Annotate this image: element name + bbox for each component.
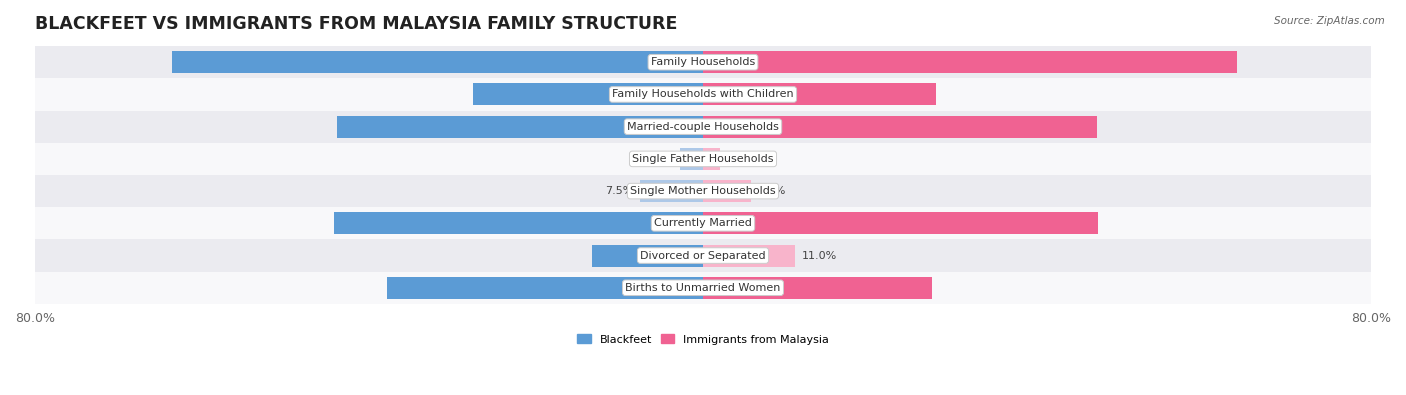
Text: Divorced or Separated: Divorced or Separated	[640, 250, 766, 261]
Bar	[35, 78, 1371, 111]
Text: 11.0%: 11.0%	[801, 250, 837, 261]
Bar	[35, 175, 1371, 207]
Bar	[337, 116, 703, 137]
Text: 43.8%: 43.8%	[690, 122, 725, 132]
Text: 47.3%: 47.3%	[681, 218, 716, 228]
Bar	[35, 272, 1371, 304]
Text: 37.9%: 37.9%	[690, 283, 725, 293]
Bar	[35, 239, 1371, 272]
Legend: Blackfeet, Immigrants from Malaysia: Blackfeet, Immigrants from Malaysia	[572, 330, 834, 349]
Text: Married-couple Households: Married-couple Households	[627, 122, 779, 132]
Text: Currently Married: Currently Married	[654, 218, 752, 228]
Text: 64.0%: 64.0%	[681, 57, 716, 67]
Bar	[703, 277, 932, 299]
Bar	[703, 148, 720, 170]
Bar	[35, 111, 1371, 143]
Bar	[35, 207, 1371, 239]
Text: Births to Unmarried Women: Births to Unmarried Women	[626, 283, 780, 293]
Text: Single Father Households: Single Father Households	[633, 154, 773, 164]
Bar	[172, 51, 703, 73]
Bar	[681, 148, 703, 170]
Text: 7.5%: 7.5%	[606, 186, 634, 196]
Text: 5.7%: 5.7%	[758, 186, 786, 196]
Text: 27.9%: 27.9%	[681, 89, 716, 100]
Bar	[640, 180, 703, 202]
Text: 47.2%: 47.2%	[681, 122, 716, 132]
Text: BLACKFEET VS IMMIGRANTS FROM MALAYSIA FAMILY STRUCTURE: BLACKFEET VS IMMIGRANTS FROM MALAYSIA FA…	[35, 15, 678, 33]
Text: 63.6%: 63.6%	[690, 57, 725, 67]
Bar	[703, 213, 1098, 234]
Text: 27.4%: 27.4%	[681, 283, 716, 293]
Bar	[703, 83, 936, 105]
Bar	[703, 116, 1097, 137]
Bar	[335, 213, 703, 234]
Text: 2.0%: 2.0%	[727, 154, 755, 164]
Text: Family Households: Family Households	[651, 57, 755, 67]
Text: Family Households with Children: Family Households with Children	[612, 89, 794, 100]
Text: 44.2%: 44.2%	[690, 218, 725, 228]
Bar	[703, 245, 794, 267]
Bar	[703, 51, 1237, 73]
Bar	[592, 245, 703, 267]
Text: 13.3%: 13.3%	[690, 250, 725, 261]
Text: Single Mother Households: Single Mother Households	[630, 186, 776, 196]
Text: 27.5%: 27.5%	[690, 89, 725, 100]
Bar	[35, 143, 1371, 175]
Bar	[703, 180, 751, 202]
Bar	[387, 277, 703, 299]
Text: 2.7%: 2.7%	[645, 154, 673, 164]
Text: Source: ZipAtlas.com: Source: ZipAtlas.com	[1274, 16, 1385, 26]
Bar	[35, 46, 1371, 78]
Bar	[474, 83, 703, 105]
